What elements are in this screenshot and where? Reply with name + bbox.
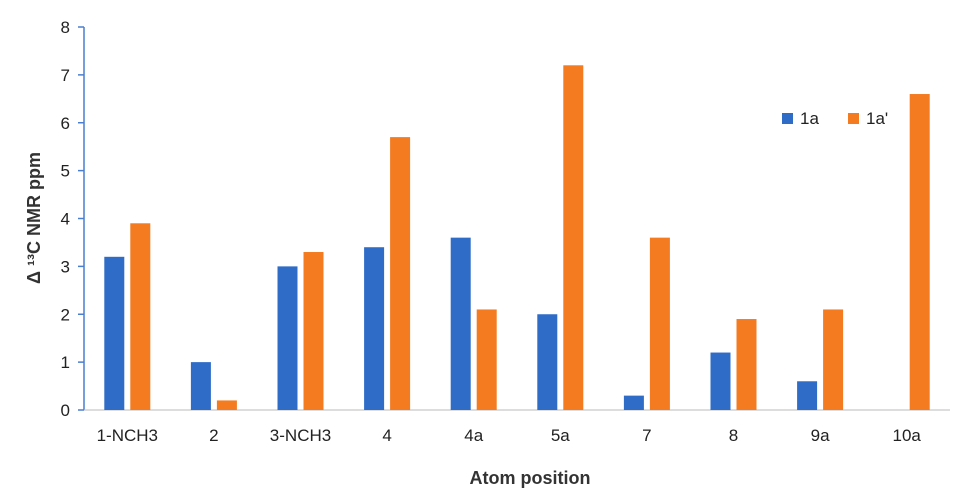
y-tick-label: 5	[61, 162, 70, 181]
legend-swatch	[782, 113, 793, 124]
x-tick-label: 5a	[551, 426, 570, 445]
y-tick-label: 6	[61, 114, 70, 133]
x-tick-label: 1-NCH3	[97, 426, 158, 445]
x-tick-label: 3-NCH3	[270, 426, 331, 445]
bar-1a-7	[623, 395, 644, 410]
x-tick-label: 10a	[893, 426, 922, 445]
legend-label: 1a'	[866, 109, 888, 128]
y-tick-label: 7	[61, 66, 70, 85]
x-axis: 1-NCH3 2 3-NCH3 4 4a 5a 7 8 9a 10a	[84, 409, 950, 445]
y-tick-label: 2	[61, 305, 70, 324]
bar-1a-prime-4a	[476, 309, 497, 410]
legend: 1a 1a'	[782, 109, 888, 128]
x-axis-title: Atom position	[470, 468, 591, 488]
bar-1a-prime-9a	[823, 309, 844, 410]
x-tick-label: 2	[209, 426, 218, 445]
bar-1a-prime-10a	[909, 94, 930, 411]
bar-1a-prime-1-nch3	[130, 223, 151, 410]
y-axis: 0 1 2 3 4 5 6 7 8	[61, 18, 85, 420]
bars	[104, 65, 930, 411]
bar-1a-5a	[537, 314, 558, 410]
bar-1a-9a	[797, 381, 818, 410]
bar-1a-1-nch3	[104, 256, 125, 410]
bar-1a-prime-3-nch3	[303, 252, 324, 410]
bar-1a-prime-5a	[563, 65, 584, 411]
x-tick-label: 7	[642, 426, 651, 445]
bar-1a-4	[364, 247, 385, 410]
legend-label: 1a	[800, 109, 819, 128]
bar-1a-2	[190, 362, 211, 410]
bar-1a-prime-4	[390, 137, 411, 411]
y-tick-label: 8	[61, 18, 70, 37]
legend-swatch	[848, 113, 859, 124]
bar-1a-prime-8	[736, 319, 757, 410]
bar-1a-4a	[450, 237, 471, 410]
bar-1a-3-nch3	[277, 266, 298, 410]
x-tick-label: 4a	[464, 426, 483, 445]
bar-1a-prime-2	[216, 400, 237, 410]
y-tick-label: 4	[61, 210, 70, 229]
bar-1a-prime-7	[649, 237, 670, 410]
x-tick-label: 8	[729, 426, 738, 445]
bar-1a-8	[710, 352, 731, 410]
x-tick-label: 4	[382, 426, 391, 445]
y-tick-label: 1	[61, 353, 70, 372]
y-axis-title: Δ ¹³C NMR ppm	[24, 152, 44, 284]
x-tick-label: 9a	[811, 426, 830, 445]
y-tick-label: 3	[61, 257, 70, 276]
y-tick-label: 0	[61, 401, 70, 420]
